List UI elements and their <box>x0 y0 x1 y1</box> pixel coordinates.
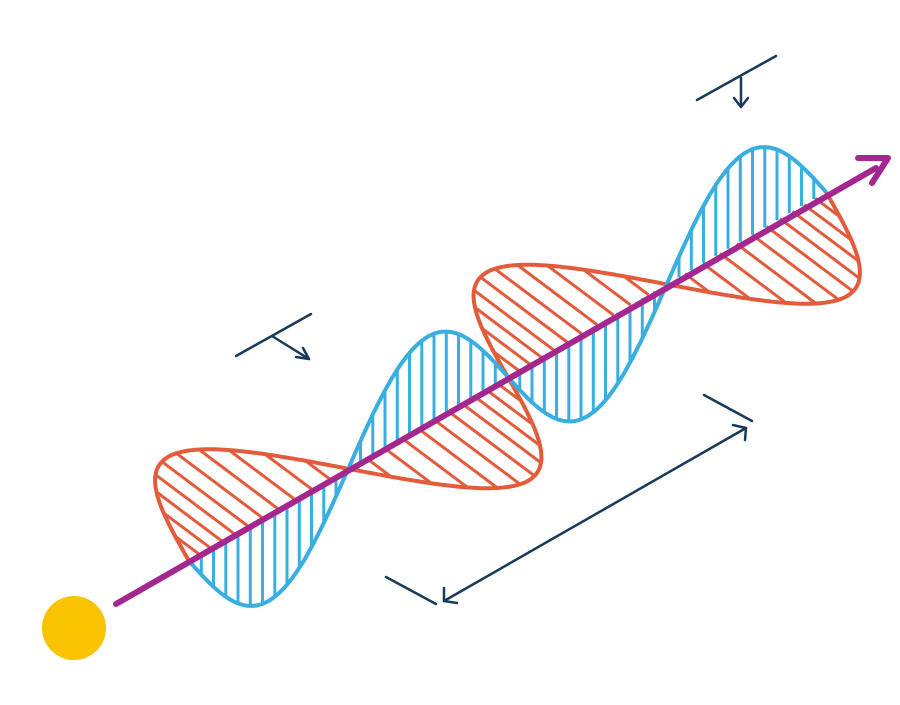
magnetic-field-pointer <box>234 312 313 361</box>
magnetic-field-wave <box>153 191 862 562</box>
magnetic-field-hatch-line <box>735 242 817 305</box>
magnetic-field-hatch-line <box>175 452 264 520</box>
magnetic-field-hatch-line <box>803 203 853 242</box>
light-source-icon <box>42 596 106 660</box>
magnetic-field-hatch-line <box>779 217 861 280</box>
magnetic-field-hatch-line <box>472 394 541 447</box>
magnetic-field-hatch-line <box>701 262 751 300</box>
propagation-axis <box>113 155 891 607</box>
magnetic-field-hatch-line <box>304 459 332 481</box>
magnetic-field-hatch-line <box>494 267 583 335</box>
magnetic-field-hatch-line <box>161 460 250 528</box>
magnetic-field-hatch-line <box>228 448 296 501</box>
magnetic-field-hatching <box>154 197 861 556</box>
electric-field-hatching <box>199 147 816 606</box>
magnetic-field-hatch-line <box>719 252 787 305</box>
magnetic-field-hatch-line <box>400 436 469 489</box>
magnetic-field-hatch-line <box>546 264 615 317</box>
electric-field-pointer <box>695 54 778 109</box>
magnetic-field-hatch-line <box>154 473 236 536</box>
magnetic-field-hatch-line <box>432 418 521 486</box>
magnetic-field-hatch-line <box>582 268 632 307</box>
magnetic-field-hatch-line <box>479 275 568 344</box>
magnetic-field-hatch-line <box>474 306 543 359</box>
magnetic-field-hatch-line <box>492 350 520 372</box>
magnetic-field-hatch-line <box>484 387 534 426</box>
annotations <box>234 54 778 606</box>
magnetic-field-hatch-line <box>473 288 555 352</box>
magnetic-field-hatch-line <box>264 453 314 491</box>
magnetic-field-hatch-line <box>765 225 854 293</box>
magnetic-field-hatch-line <box>751 233 840 301</box>
propagation-arrow-icon <box>855 155 891 186</box>
magnetic-field-hatch-line <box>791 210 860 263</box>
magnetic-field-hatch-line <box>417 427 499 490</box>
magnetic-field-hatch-line <box>383 446 433 485</box>
wavelength-dimension <box>384 393 754 606</box>
magnetic-field-hatch-line <box>174 535 201 556</box>
magnetic-field-hatch-line <box>460 401 542 465</box>
propagation-axis-line <box>113 165 879 607</box>
magnetic-field-hatch-line <box>162 511 212 550</box>
magnetic-field-hatch-line <box>447 409 536 478</box>
magnetic-field-hatch-line <box>516 263 598 326</box>
magnetic-field-hatch-line <box>623 275 650 296</box>
magnetic-field-hatch-line <box>198 448 280 511</box>
magnetic-field-hatch-line <box>155 490 224 543</box>
magnetic-field-hatch-line <box>481 327 531 366</box>
electric-field-wave <box>187 145 828 608</box>
